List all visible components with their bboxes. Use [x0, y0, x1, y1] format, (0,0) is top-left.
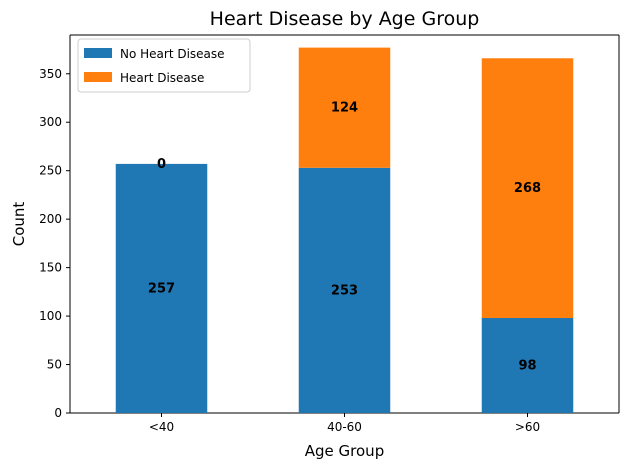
legend: No Heart Disease Heart Disease: [77, 38, 251, 93]
y-axis-label: Count: [10, 202, 28, 247]
bar-data-label: 268: [514, 181, 541, 196]
legend-box: [77, 38, 251, 93]
bar-data-label: 0: [157, 157, 166, 172]
y-tick-label: 250: [39, 164, 62, 178]
y-tick-label: 0: [54, 406, 62, 420]
bar-data-label: 253: [331, 283, 358, 298]
y-tick-label: 350: [39, 67, 62, 81]
y-tick-label: 100: [39, 309, 62, 323]
x-tick-label: 40-60: [327, 420, 362, 434]
x-tick-label: <40: [149, 420, 174, 434]
legend-label: No Heart Disease: [120, 47, 225, 61]
legend-swatch: [84, 72, 112, 82]
bar-segment: [481, 58, 574, 319]
x-tick-label: >60: [515, 420, 540, 434]
x-axis-label: Age Group: [305, 442, 384, 460]
bar-segment: [481, 318, 574, 413]
y-tick-label: 300: [39, 115, 62, 129]
bar-segment: [298, 47, 391, 168]
legend-label: Heart Disease: [120, 71, 204, 85]
y-tick-label: 50: [47, 358, 62, 372]
data-labels-layer: 257 0 253 124 98 268: [148, 101, 541, 374]
bar-data-label: 257: [148, 281, 175, 296]
bar-segment: [298, 167, 391, 413]
bar-segment: [115, 163, 208, 413]
chart-title: Heart Disease by Age Group: [210, 8, 480, 30]
bars-layer: [115, 47, 574, 413]
y-tick-label: 150: [39, 261, 62, 275]
y-tick-label: 200: [39, 212, 62, 226]
legend-swatch: [84, 48, 112, 58]
bar-data-label: 98: [518, 359, 536, 374]
bar-data-label: 124: [331, 101, 358, 116]
